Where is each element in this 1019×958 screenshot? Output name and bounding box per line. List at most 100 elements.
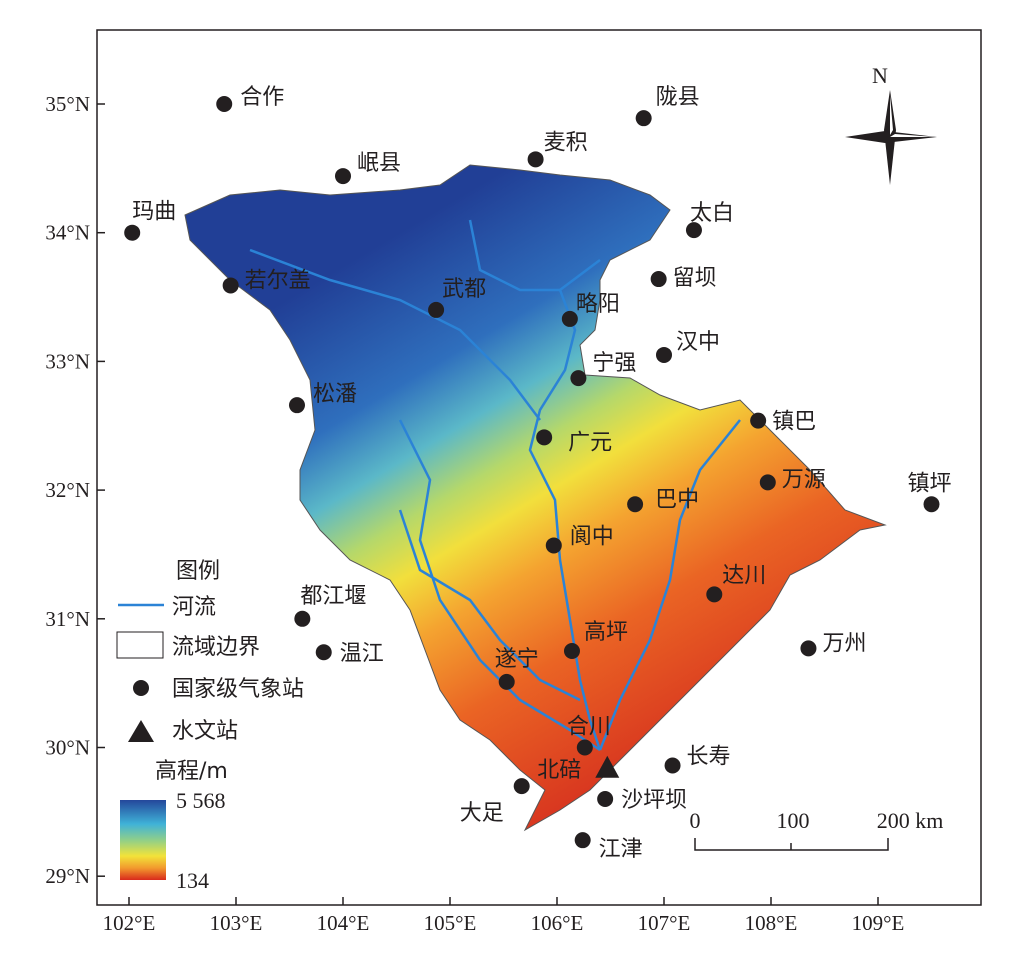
scale-bar <box>694 838 889 851</box>
legend-elevation-title: 高程/m <box>155 759 228 784</box>
station-label: 麦积 <box>544 130 588 155</box>
lon-tick-label: 108°E <box>745 911 798 935</box>
met-station-marker[interactable] <box>536 429 553 446</box>
legend-met-station: 国家级气象站 <box>172 677 304 702</box>
legend-boundary-swatch <box>116 631 164 659</box>
station-label: 万州 <box>822 631 866 656</box>
scale-label-200: 200 km <box>877 808 944 833</box>
met-station-marker[interactable] <box>288 397 305 414</box>
hydro-station-label: 北碚 <box>537 758 581 783</box>
station-label: 温江 <box>340 641 384 666</box>
river-tributary <box>468 219 560 292</box>
station-label: 松潘 <box>313 382 357 407</box>
met-station-marker[interactable] <box>570 370 587 387</box>
station-label: 大足 <box>460 801 504 826</box>
station-label: 玛曲 <box>132 200 176 225</box>
rivers <box>249 219 741 752</box>
met-station-marker[interactable] <box>216 96 233 112</box>
station-label: 巴中 <box>655 487 699 512</box>
station-label: 留坝 <box>673 266 717 291</box>
elevation-min: 134 <box>176 868 209 893</box>
station-label: 若尔盖 <box>245 268 311 293</box>
station-label: 阆中 <box>570 524 614 549</box>
met-station-marker[interactable] <box>513 778 530 795</box>
met-station-marker[interactable] <box>597 790 614 807</box>
met-station-marker[interactable] <box>527 151 544 168</box>
met-station-marker[interactable] <box>759 474 776 491</box>
legend-boundary: 流域边界 <box>172 635 260 660</box>
met-station-marker[interactable] <box>685 222 702 239</box>
met-station-marker[interactable] <box>576 739 593 756</box>
station-label: 合作 <box>240 85 284 110</box>
lat-tick-label: 30°N <box>45 736 90 760</box>
north-arrow: N <box>845 63 937 185</box>
met-station-marker[interactable] <box>706 586 723 603</box>
station-label: 镇巴 <box>772 410 816 435</box>
river-qu <box>598 419 741 751</box>
met-station-marker[interactable] <box>650 271 667 288</box>
met-station-marker[interactable] <box>664 757 681 774</box>
lon-ticks: 102°E 103°E 104°E 105°E 106°E 107°E 108°E 109°E <box>103 897 905 935</box>
elevation-colorbar <box>120 800 166 880</box>
station-label: 广元 <box>568 430 612 455</box>
scale-label-0: 0 <box>690 808 701 833</box>
met-station-marker[interactable] <box>428 301 445 318</box>
met-station-marker[interactable] <box>498 673 515 690</box>
met-station-marker[interactable] <box>222 277 239 294</box>
station-label: 江津 <box>599 837 643 862</box>
lat-tick-label: 33°N <box>45 349 90 373</box>
hydro-station-marker[interactable] <box>595 755 620 778</box>
station-label: 高坪 <box>584 620 628 645</box>
legend-hydro-station-icon <box>128 720 154 742</box>
met-station-marker[interactable] <box>656 346 672 363</box>
station-label: 宁强 <box>592 351 636 376</box>
station-label: 都江堰 <box>300 584 366 609</box>
met-station-marker[interactable] <box>563 642 580 659</box>
lat-tick-label: 35°N <box>45 92 90 116</box>
legend-title: 图例 <box>176 559 220 584</box>
station-label: 合川 <box>567 715 611 740</box>
met-station-marker[interactable] <box>545 537 562 554</box>
station-label: 汉中 <box>676 330 720 355</box>
station-label: 达川 <box>722 563 766 588</box>
met-station-marker[interactable] <box>800 640 817 657</box>
lon-tick-label: 106°E <box>531 911 584 935</box>
legend-met-station-icon <box>133 680 149 696</box>
station-label: 岷县 <box>357 151 401 176</box>
station-label: 沙坪坝 <box>621 788 687 813</box>
basin-elevation <box>184 164 887 832</box>
met-station-marker[interactable] <box>315 644 332 661</box>
station-label: 武都 <box>442 277 486 302</box>
map-frame <box>96 29 982 906</box>
met-station-marker[interactable] <box>750 412 767 429</box>
lat-tick-label: 32°N <box>45 478 90 502</box>
scale-label-100: 100 <box>777 808 810 833</box>
river-fu <box>398 419 601 752</box>
station-label: 太白 <box>690 201 734 226</box>
river-tributary <box>398 509 581 702</box>
met-station-marker[interactable] <box>574 832 591 849</box>
lon-tick-label: 105°E <box>424 911 477 935</box>
north-label: N <box>872 63 888 88</box>
lat-ticks: 35°N 34°N 33°N 32°N 31°N 30°N 29°N <box>45 92 105 888</box>
met-station-marker[interactable] <box>124 224 141 241</box>
met-station-marker[interactable] <box>294 610 311 627</box>
lon-tick-label: 103°E <box>210 911 263 935</box>
lon-tick-label: 102°E <box>103 911 156 935</box>
lon-tick-label: 109°E <box>852 911 905 935</box>
met-station-marker[interactable] <box>561 310 578 327</box>
met-station-marker[interactable] <box>635 110 652 127</box>
lat-tick-label: 34°N <box>45 221 90 245</box>
lon-tick-label: 107°E <box>638 911 691 935</box>
legend-river: 河流 <box>172 595 216 620</box>
lat-tick-label: 29°N <box>45 864 90 888</box>
lon-tick-label: 104°E <box>317 911 370 935</box>
station-label: 陇县 <box>656 85 700 110</box>
met-station-marker[interactable] <box>923 496 940 513</box>
met-station-marker[interactable] <box>335 168 351 185</box>
elevation-max: 5 568 <box>176 788 226 813</box>
legend-hydro-station: 水文站 <box>172 719 238 744</box>
met-station-marker[interactable] <box>627 496 644 513</box>
